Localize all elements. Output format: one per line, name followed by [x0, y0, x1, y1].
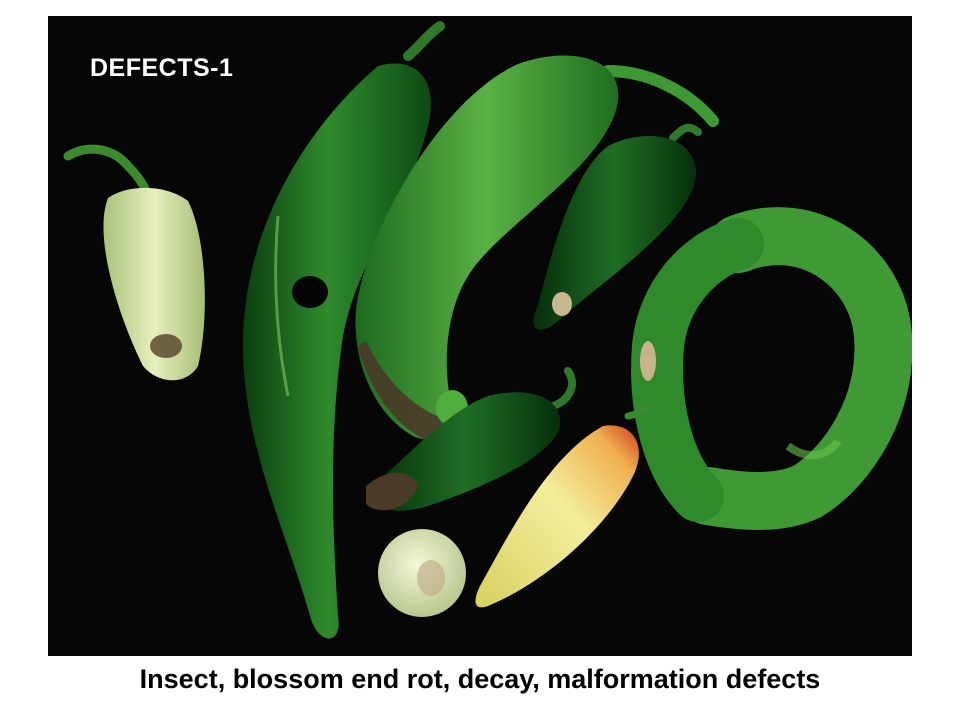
peppers-illustration [63, 21, 912, 639]
yellow-pepper [475, 404, 652, 608]
dark-jalapeno [533, 123, 702, 330]
pale-pepper [63, 144, 205, 381]
small-jalapeno-decay [366, 367, 576, 511]
photo-label: DEFECTS-1 [90, 54, 234, 82]
pepper-defects-photo: DEFECTS-1 [48, 16, 912, 656]
small-round-pepper [378, 529, 466, 617]
long-green-pepper [243, 21, 445, 639]
slide-caption: Insect, blossom end rot, decay, malforma… [139, 664, 821, 694]
malformed-curled-pepper [631, 207, 912, 530]
